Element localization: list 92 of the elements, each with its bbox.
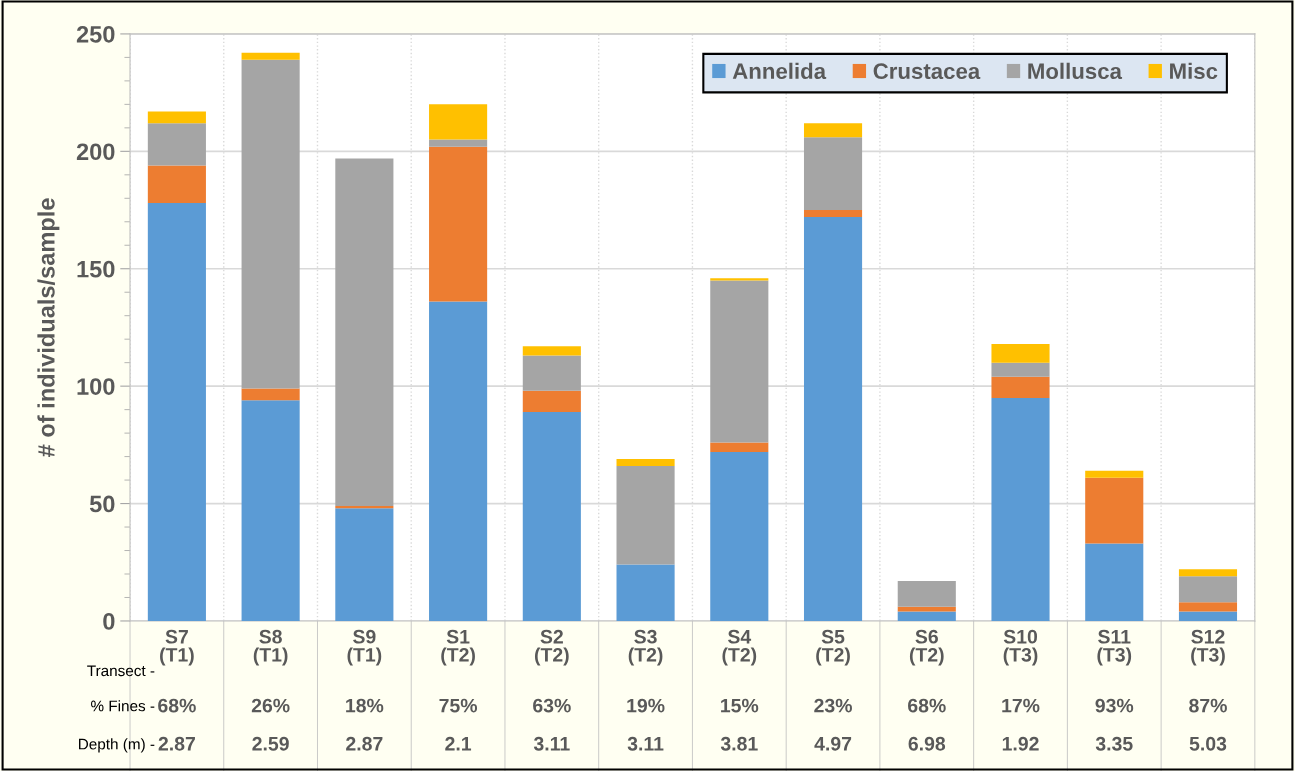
bar	[710, 280, 769, 443]
bar	[616, 458, 675, 466]
bar	[616, 564, 675, 621]
bar	[522, 390, 581, 412]
text: 1.92	[1002, 736, 1039, 751]
bar	[429, 104, 488, 140]
y-tick-label: 200	[76, 143, 115, 161]
text: 68%	[908, 698, 946, 713]
x-tick-label: S7 (T1)	[160, 629, 194, 666]
bar	[803, 123, 863, 138]
bar	[991, 362, 1050, 377]
bar	[991, 397, 1050, 621]
bar	[616, 465, 675, 565]
text: 5.03	[1189, 736, 1227, 751]
bar	[147, 202, 206, 621]
text: 68%	[158, 698, 196, 713]
text: 3.81	[720, 736, 758, 751]
bar	[429, 146, 488, 302]
bar	[897, 611, 956, 621]
bar	[1085, 543, 1144, 621]
x-tick-label: S4 (T2)	[722, 629, 757, 666]
legend-label: Crustacea	[873, 63, 981, 80]
text: 17%	[1002, 698, 1040, 713]
text: 63%	[533, 698, 571, 713]
bar	[1178, 602, 1238, 612]
x-tick-label: S3 (T2)	[628, 629, 663, 666]
text: 23%	[814, 698, 852, 713]
bar	[335, 158, 394, 506]
bar	[1178, 576, 1238, 603]
text: 15%	[721, 698, 759, 713]
x-tick-label: S8 (T1)	[253, 629, 288, 666]
bar	[991, 376, 1050, 398]
legend-label: Mollusca	[1028, 62, 1123, 80]
bar	[429, 301, 488, 621]
bar	[803, 217, 863, 621]
bar	[1085, 477, 1144, 544]
bar	[147, 123, 206, 166]
bar	[897, 606, 956, 612]
text: 26%	[251, 698, 290, 713]
text: Depth (m) -	[79, 738, 155, 753]
bar	[522, 411, 581, 621]
x-tick-label: S10 (T3)	[1003, 629, 1038, 666]
bar	[1178, 569, 1238, 577]
x-tick-label: S12 (T3)	[1191, 629, 1225, 666]
y-tick-label: 150	[77, 260, 115, 278]
text: 3.11	[533, 736, 570, 751]
text: 75%	[439, 698, 478, 713]
y-tick-label: 250	[76, 25, 115, 43]
legend-label: Misc	[1170, 62, 1218, 80]
text: 19%	[627, 698, 665, 713]
legend-label: Annelida	[732, 62, 827, 80]
y-tick-label: 100	[77, 378, 115, 395]
bar	[991, 343, 1050, 363]
x-tick-label: S1 (T2)	[441, 629, 475, 666]
x-tick-label: S5 (T2)	[816, 629, 850, 666]
text: % Fines -	[91, 700, 155, 712]
x-tick-label: S2 (T2)	[534, 629, 569, 666]
text: 6.98	[908, 736, 946, 751]
x-tick-label: S11 (T3)	[1097, 629, 1132, 666]
y-tick-label: 50	[89, 495, 115, 513]
text: 87%	[1189, 698, 1227, 713]
text: 2.1	[445, 736, 472, 751]
text: 3.11	[627, 736, 664, 751]
bar	[429, 139, 488, 147]
text: 93%	[1095, 698, 1134, 713]
x-tick-label: S6 (T2)	[909, 629, 944, 666]
bar	[335, 508, 394, 621]
text: 3.35	[1095, 736, 1133, 751]
bar	[803, 210, 863, 218]
bar	[241, 52, 300, 60]
bar	[522, 346, 581, 356]
text: Transect -	[87, 665, 155, 677]
bar	[897, 581, 956, 607]
bar	[147, 111, 206, 124]
bar	[803, 137, 863, 211]
text: 2.87	[346, 736, 383, 751]
x-tick-label: S9 (T1)	[347, 629, 382, 666]
y-axis-title: # of individuals/sample	[37, 198, 60, 457]
bar	[710, 451, 769, 621]
bar	[710, 442, 769, 452]
text: 2.59	[252, 736, 289, 751]
bar	[241, 59, 300, 389]
y-tick-label: 0	[103, 613, 115, 630]
bar	[241, 400, 300, 621]
bar	[147, 165, 206, 203]
text: 18%	[346, 698, 384, 713]
text: 2.87	[158, 736, 195, 751]
text: 4.97	[814, 736, 852, 751]
bar	[241, 388, 300, 401]
bar	[522, 355, 581, 391]
bar	[1085, 470, 1144, 478]
bar	[1178, 611, 1238, 621]
